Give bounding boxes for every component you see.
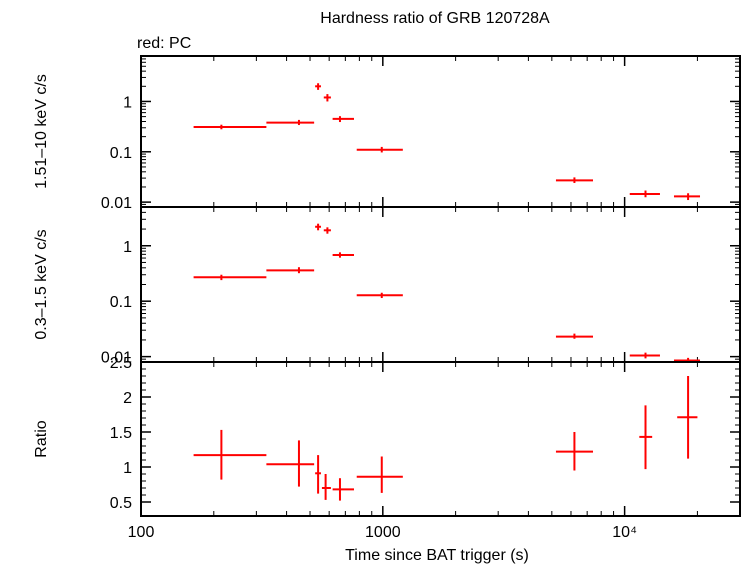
chart-subtitle: red: PC: [137, 35, 191, 52]
panel-2-y-tick-label: 0.1: [110, 294, 132, 311]
panel-3-y-axis-label: Ratio: [33, 420, 50, 457]
chart-title: Hardness ratio of GRB 120728A: [320, 10, 550, 27]
panel-1-frame: [140, 55, 741, 208]
x-axis-label: Time since BAT trigger (s): [345, 547, 529, 564]
panel-2-frame: [140, 206, 741, 363]
panel-2-y-tick-label: 1: [123, 239, 132, 256]
panel-3-y-tick-label: 0.5: [110, 495, 132, 512]
x-tick-label: 10⁴: [612, 524, 637, 541]
panel-3-y-tick-label: 1: [123, 460, 132, 477]
panel-3-y-tick-label: 1.5: [110, 425, 132, 442]
plot-area: 0.01 0.1 1 1.51–10 keV c/s 0.01 0.1 1 0.3–1.5 k…: [33, 55, 741, 541]
panel-1-y-tick-label: 1: [123, 94, 132, 111]
panel-3-frame: [140, 361, 741, 517]
panel-3-y-tick-label: 2: [123, 390, 132, 407]
panel-1-y-tick-label: 0.01: [101, 195, 132, 212]
panel-3-y-tick-label: 2.5: [110, 355, 132, 372]
x-tick-label: 100: [128, 524, 155, 541]
panel-2-y-tick-label: 0.01: [101, 350, 132, 367]
x-tick-label: 1000: [365, 524, 401, 541]
panel-1-y-tick-label: 0.1: [110, 145, 132, 162]
panel-2-y-axis-label: 0.3–1.5 keV c/s: [33, 229, 50, 339]
panel-1-y-axis-label: 1.51–10 keV c/s: [33, 74, 50, 189]
